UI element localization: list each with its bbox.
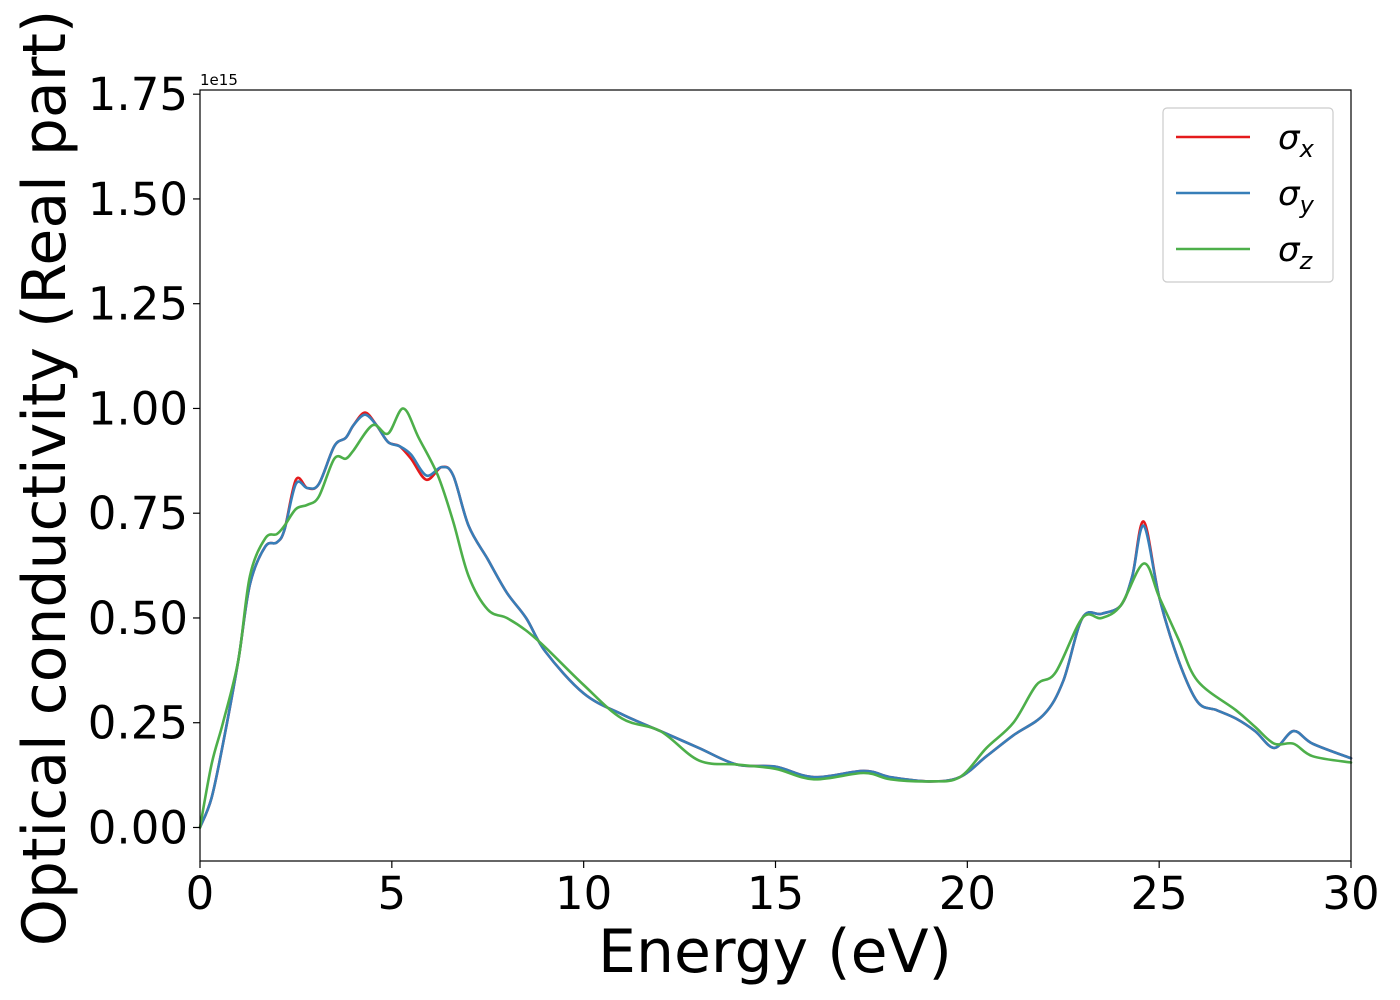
y-tick-label: 1.00 — [88, 382, 188, 435]
x-axis: 0 5 10 15 20 25 30 — [186, 861, 1380, 920]
x-tick-label: 20 — [939, 867, 996, 920]
x-tick-label: 10 — [555, 867, 612, 920]
x-tick-label: 25 — [1131, 867, 1188, 920]
series-line-z — [198, 407, 1353, 829]
legend-label-x: σx — [1278, 118, 1315, 163]
legend-label-z: σz — [1278, 230, 1314, 275]
legend-symbol: σ — [1278, 118, 1301, 158]
legend-subscript: z — [1299, 247, 1314, 275]
y-tick-label: 0.25 — [88, 697, 188, 750]
plot-area — [200, 90, 1351, 861]
x-tick-label: 30 — [1322, 867, 1379, 920]
legend-subscript: y — [1299, 191, 1315, 219]
x-tick-label: 0 — [186, 867, 215, 920]
series-line-y — [198, 413, 1353, 829]
y-tick-label: 0.50 — [88, 592, 188, 645]
legend-label-y: σy — [1278, 174, 1315, 219]
legend-box — [1162, 107, 1334, 283]
y-tick-label: 0.00 — [88, 801, 188, 854]
y-offset-label: 1e15 — [200, 71, 238, 89]
y-tick-label: 0.75 — [88, 487, 188, 540]
legend-symbol: σ — [1278, 230, 1301, 270]
y-axis: 0.00 0.25 0.50 0.75 1.00 1.25 1.50 1.75 — [88, 68, 200, 854]
x-tick-label: 15 — [747, 867, 804, 920]
y-axis-label: Optical conductivity (Real part) — [10, 10, 80, 947]
series-layer — [198, 407, 1353, 829]
y-tick-label: 1.75 — [88, 68, 188, 121]
y-tick-label: 1.25 — [88, 278, 188, 331]
x-axis-label: Energy (eV) — [598, 917, 952, 987]
y-tick-label: 1.50 — [88, 173, 188, 226]
x-tick-label: 5 — [378, 867, 407, 920]
legend-symbol: σ — [1278, 174, 1301, 214]
legend-subscript: x — [1299, 135, 1315, 163]
